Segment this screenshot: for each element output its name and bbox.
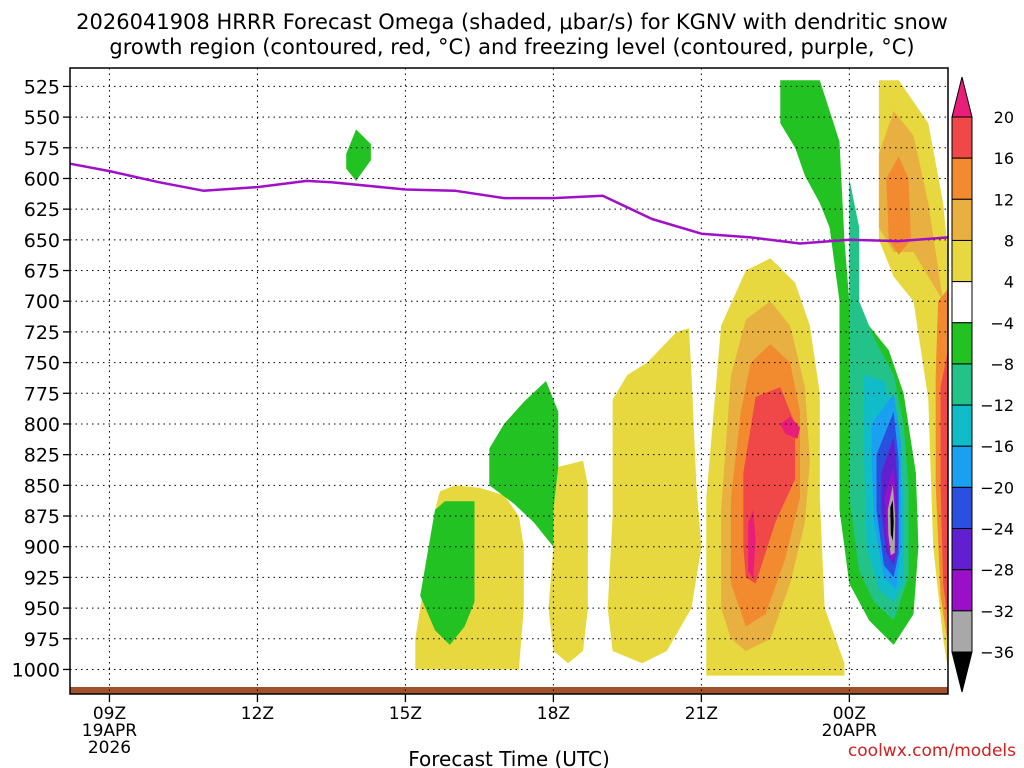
omega-shaded-regions [346,80,948,676]
x-tick-label: 18Z [537,704,570,724]
x-tick-date: 20APR [822,721,878,741]
omega-region-4 [548,460,588,664]
y-tick-label: 800 [24,414,60,436]
colorbar-label: −32 [980,602,1014,621]
y-tick-label: 700 [24,291,60,313]
y-tick-label: 550 [24,107,60,129]
y-tick-label: 750 [24,353,60,375]
y-axis: 525 550 575 600 625 650 675 700 725 750 775 800 825 8… [12,76,70,681]
colorbar-label: −8 [990,355,1014,374]
colorbar-bin [951,322,973,365]
colorbar-label: 20 [994,108,1014,127]
colorbar: 20 16 12 8 4 −4 −8 −12 −16 −20 −24 −28 −32 −36 [951,76,1014,693]
colorbar-label: 8 [1004,231,1014,250]
x-tick-label: 15Z [389,704,422,724]
plot-frame [69,67,949,695]
colorbar-bin [951,610,973,653]
y-tick-label: 900 [24,537,60,559]
colorbar-label: −20 [980,478,1014,497]
colorbar-label: 4 [1004,273,1014,292]
x-tick-label: 12Z [241,704,274,724]
colorbar-bin [951,528,973,571]
x-tick-year: 2026 [88,738,131,758]
colorbar-label: −16 [980,437,1014,456]
omega-region-3 [489,381,559,547]
colorbar-bin [951,486,973,530]
y-tick-label: 775 [24,383,60,405]
omega-region-20 [890,500,894,541]
colorbar-bin [951,404,973,447]
y-tick-label: 950 [24,598,60,620]
colorbar-bin [951,157,973,200]
x-axis-label: Forecast Time (UTC) [408,747,610,768]
y-tick-label: 875 [24,506,60,528]
omega-region-22 [878,111,944,302]
omega-region-2 [420,501,475,645]
y-tick-label: 650 [24,230,60,252]
omega-region-5 [607,328,702,664]
colorbar-above-triangle [951,76,973,118]
y-tick-label: 725 [24,322,60,344]
x-tick-label: 09Z [93,704,126,724]
freezing-level-contour [69,162,949,245]
colorbar-bin [951,445,973,488]
chart-title-line1: 2026041908 HRRR Forecast Omega (shaded, … [76,10,948,34]
x-tick-date: 19APR [82,721,138,741]
colorbar-bin [951,116,973,159]
y-tick-label: 925 [24,567,60,589]
chart-title-line2: growth region (contoured, red, °C) and f… [109,35,914,59]
y-tick-label: 600 [24,168,60,190]
y-tick-label: 850 [24,475,60,497]
colorbar-label: −28 [980,561,1014,580]
ground-strip [70,687,948,694]
colorbar-bin [951,569,973,612]
x-tick-label: 00Z [833,704,866,724]
colorbar-bin [951,363,973,406]
y-tick-label: 575 [24,138,60,160]
grid-lines [70,68,948,694]
y-tick-label: 525 [24,76,60,98]
credit-text: coolwx.com/models [848,741,1016,761]
omega-region-23 [886,156,911,255]
colorbar-bin [951,198,973,241]
y-tick-label: 1000 [12,659,60,681]
y-tick-label: 825 [24,445,60,467]
y-tick-label: 625 [24,199,60,221]
omega-region-25 [940,350,948,621]
colorbar-label: −12 [980,396,1014,415]
colorbar-label: 12 [994,190,1014,209]
omega-region-1 [346,129,371,181]
x-tick-label: 21Z [685,704,718,724]
colorbar-bin [951,281,973,324]
colorbar-label: −4 [990,314,1014,333]
omega-region-11 [780,416,800,439]
colorbar-label: −36 [980,643,1014,662]
colorbar-label: 16 [994,149,1014,168]
colorbar-label: −24 [980,520,1014,539]
omega-region-10 [748,509,756,578]
y-tick-label: 675 [24,261,60,283]
colorbar-below-triangle [951,651,973,693]
colorbar-bin [951,239,973,283]
freezing-level-line [69,162,949,245]
y-tick-label: 975 [24,629,60,651]
